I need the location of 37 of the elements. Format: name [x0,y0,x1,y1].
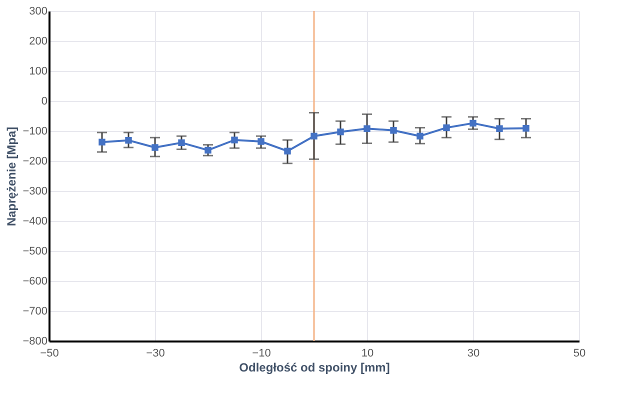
point [204,146,212,154]
point [98,138,106,146]
point [364,125,370,132]
y-tick-label: −600 [22,276,48,288]
point [258,138,264,145]
x-tick-label: −50 [40,348,59,360]
x-tick-label: 10 [361,348,374,360]
point [443,124,450,132]
point [284,148,291,154]
y-tick-label: 300 [29,6,48,18]
x-tick-label: −10 [252,348,271,360]
y-tick-label: −500 [22,246,48,258]
y-tick-label: −100 [22,126,48,138]
point [231,136,238,144]
point [178,139,185,146]
point [522,124,530,132]
y-tick-label: −800 [22,336,48,348]
point [125,136,132,144]
x-tick-label: 50 [573,348,586,360]
point [337,128,344,136]
point [470,120,476,127]
y-tick-label: −300 [22,186,48,198]
x-axis-title: Odległość od spoiny [mm] [239,360,390,374]
y-axis-title: Naprężenie [Mpa] [4,126,19,226]
y-tick-label: 0 [41,96,48,108]
y-tick-label: −700 [22,306,48,318]
point [416,132,424,140]
point [152,144,158,151]
x-tick-label: 30 [467,348,480,360]
y-tick-label: 200 [29,36,48,48]
point [390,127,397,134]
point [310,132,318,140]
x-tick-label: −30 [146,348,165,360]
y-tick-label: 100 [29,66,48,78]
point [496,125,503,132]
y-tick-label: −400 [22,216,48,228]
y-tick-label: −200 [22,156,48,168]
